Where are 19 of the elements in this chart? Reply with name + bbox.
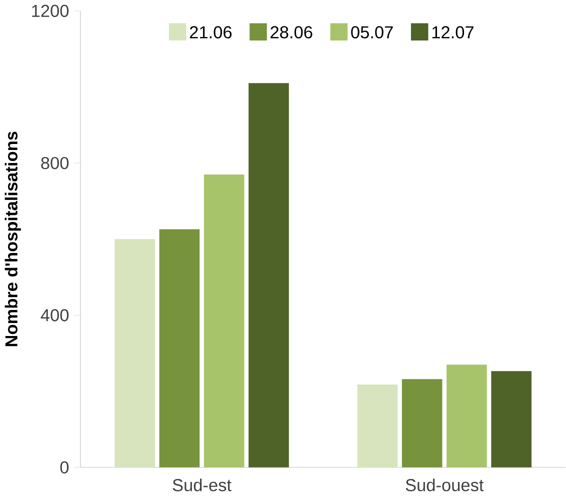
- legend-label: 21.06: [190, 26, 232, 38]
- y-tick-label: 1200: [32, 4, 69, 17]
- y-axis-title: Nombre d'hospitalisations: [4, 132, 21, 346]
- bar: [357, 384, 398, 468]
- legend-label: 05.07: [351, 26, 393, 38]
- x-tick-label: Sud-est: [172, 478, 232, 492]
- bar: [248, 83, 289, 468]
- bar: [402, 379, 442, 468]
- bar: [446, 364, 487, 468]
- bar: [114, 239, 155, 468]
- bar: [204, 174, 244, 468]
- bar: [491, 371, 532, 468]
- bar: [159, 229, 200, 468]
- y-tick-label: 400: [40, 309, 69, 322]
- legend-label: 28.06: [270, 26, 312, 38]
- x-tick-label: Sud-ouest: [406, 478, 484, 492]
- legend-label: 12.07: [432, 26, 474, 38]
- y-tick-label: 800: [41, 156, 69, 170]
- y-tick-label: 0: [60, 461, 69, 474]
